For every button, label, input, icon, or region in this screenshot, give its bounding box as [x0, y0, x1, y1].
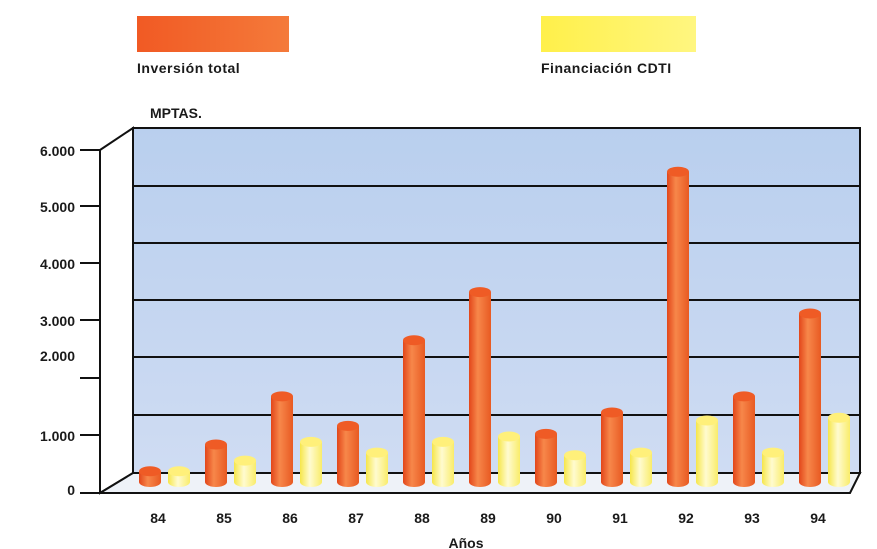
bar-inversion-86-cap — [271, 391, 293, 402]
bar-financiacion-91 — [630, 447, 652, 487]
bar-inversion-87-body — [337, 425, 359, 487]
y-tick-label: 0 — [67, 482, 75, 498]
bar-inversion-88 — [403, 335, 425, 487]
bar-inversion-90-body — [535, 433, 557, 487]
x-tick-label: 92 — [678, 510, 694, 526]
bar-financiacion-94 — [828, 412, 850, 487]
bar-financiacion-90-body — [564, 455, 586, 487]
bar-financiacion-86 — [300, 436, 322, 487]
bar-financiacion-91-body — [630, 452, 652, 487]
bar-inversion-94-cap — [799, 308, 821, 319]
y-tick-label: 2.000 — [40, 348, 75, 364]
bar-financiacion-85-body — [234, 460, 256, 487]
legend-label-financiacion: Financiación CDTI — [541, 60, 672, 76]
x-axis-label: Años — [449, 535, 484, 549]
bar-financiacion-85 — [234, 455, 256, 487]
bar-inversion-93-body — [733, 396, 755, 487]
bar-financiacion-87-cap — [366, 447, 388, 458]
bar-inversion-92 — [667, 166, 689, 487]
bar-inversion-92-body — [667, 171, 689, 487]
bar-financiacion-87 — [366, 447, 388, 487]
bar-financiacion-93-body — [762, 452, 784, 487]
bar-inversion-89-cap — [469, 287, 491, 298]
bar-financiacion-84-cap — [168, 466, 190, 477]
y-tick-label: 5.000 — [40, 199, 75, 215]
bar-financiacion-88-cap — [432, 436, 454, 447]
x-tick-label: 87 — [348, 510, 364, 526]
bar-inversion-93 — [733, 391, 755, 487]
x-tick-label: 84 — [150, 510, 166, 526]
x-tick-label: 85 — [216, 510, 232, 526]
bar-financiacion-89-cap — [498, 431, 520, 442]
bar-inversion-87 — [337, 420, 359, 487]
bar-inversion-89-body — [469, 292, 491, 487]
bar-inversion-90 — [535, 428, 557, 487]
bar-financiacion-92-body — [696, 420, 718, 487]
bar-financiacion-84 — [168, 466, 190, 487]
y-tick-label: 6.000 — [40, 143, 75, 159]
bar-financiacion-86-cap — [300, 436, 322, 447]
legend-label-inversion: Inversión total — [137, 60, 241, 76]
y-tick-label: 4.000 — [40, 256, 75, 272]
bar-financiacion-86-body — [300, 441, 322, 487]
bar-financiacion-88-body — [432, 441, 454, 487]
bar-inversion-91 — [601, 407, 623, 487]
bar-financiacion-92 — [696, 415, 718, 487]
bar-inversion-90-cap — [535, 428, 557, 439]
bar-inversion-91-cap — [601, 407, 623, 418]
x-tick-label: 86 — [282, 510, 298, 526]
bar-financiacion-92-cap — [696, 415, 718, 426]
x-tick-label: 89 — [480, 510, 496, 526]
bar-financiacion-87-body — [366, 452, 388, 487]
bar-inversion-84 — [139, 466, 161, 487]
x-tick-label: 93 — [744, 510, 760, 526]
bar-financiacion-94-cap — [828, 412, 850, 423]
bar-inversion-88-cap — [403, 335, 425, 346]
bar-inversion-86 — [271, 391, 293, 487]
bar-financiacion-88 — [432, 436, 454, 487]
bar-inversion-87-cap — [337, 420, 359, 431]
bar-inversion-92-cap — [667, 166, 689, 177]
x-tick-label: 94 — [810, 510, 826, 526]
bar-financiacion-93 — [762, 447, 784, 487]
bar-financiacion-89-body — [498, 436, 520, 487]
y-axis-label: MPTAS. — [150, 105, 202, 121]
legend-swatch-financiacion — [541, 16, 696, 52]
bar-inversion-85-cap — [205, 439, 227, 450]
chart-side-wall — [99, 126, 134, 495]
bar-inversion-89 — [469, 287, 491, 487]
x-tick-label: 90 — [546, 510, 562, 526]
bar-inversion-94-body — [799, 313, 821, 487]
legend-swatch-inversion — [137, 16, 289, 52]
bar-financiacion-90 — [564, 450, 586, 487]
bar-inversion-85-body — [205, 444, 227, 487]
bar-financiacion-89 — [498, 431, 520, 487]
bar-inversion-94 — [799, 308, 821, 487]
y-tick-label: 1.000 — [40, 428, 75, 444]
bar-financiacion-91-cap — [630, 447, 652, 458]
bar-inversion-91-body — [601, 412, 623, 487]
bar-financiacion-93-cap — [762, 447, 784, 458]
x-tick-label: 91 — [612, 510, 628, 526]
bar-inversion-84-cap — [139, 466, 161, 477]
bar-inversion-88-body — [403, 340, 425, 487]
bar-financiacion-90-cap — [564, 450, 586, 461]
bar-inversion-85 — [205, 439, 227, 487]
bar-inversion-93-cap — [733, 391, 755, 402]
x-tick-label: 88 — [414, 510, 430, 526]
bar-financiacion-94-body — [828, 417, 850, 487]
bar-inversion-86-body — [271, 396, 293, 487]
y-tick-label: 3.000 — [40, 313, 75, 329]
bar-financiacion-85-cap — [234, 455, 256, 466]
